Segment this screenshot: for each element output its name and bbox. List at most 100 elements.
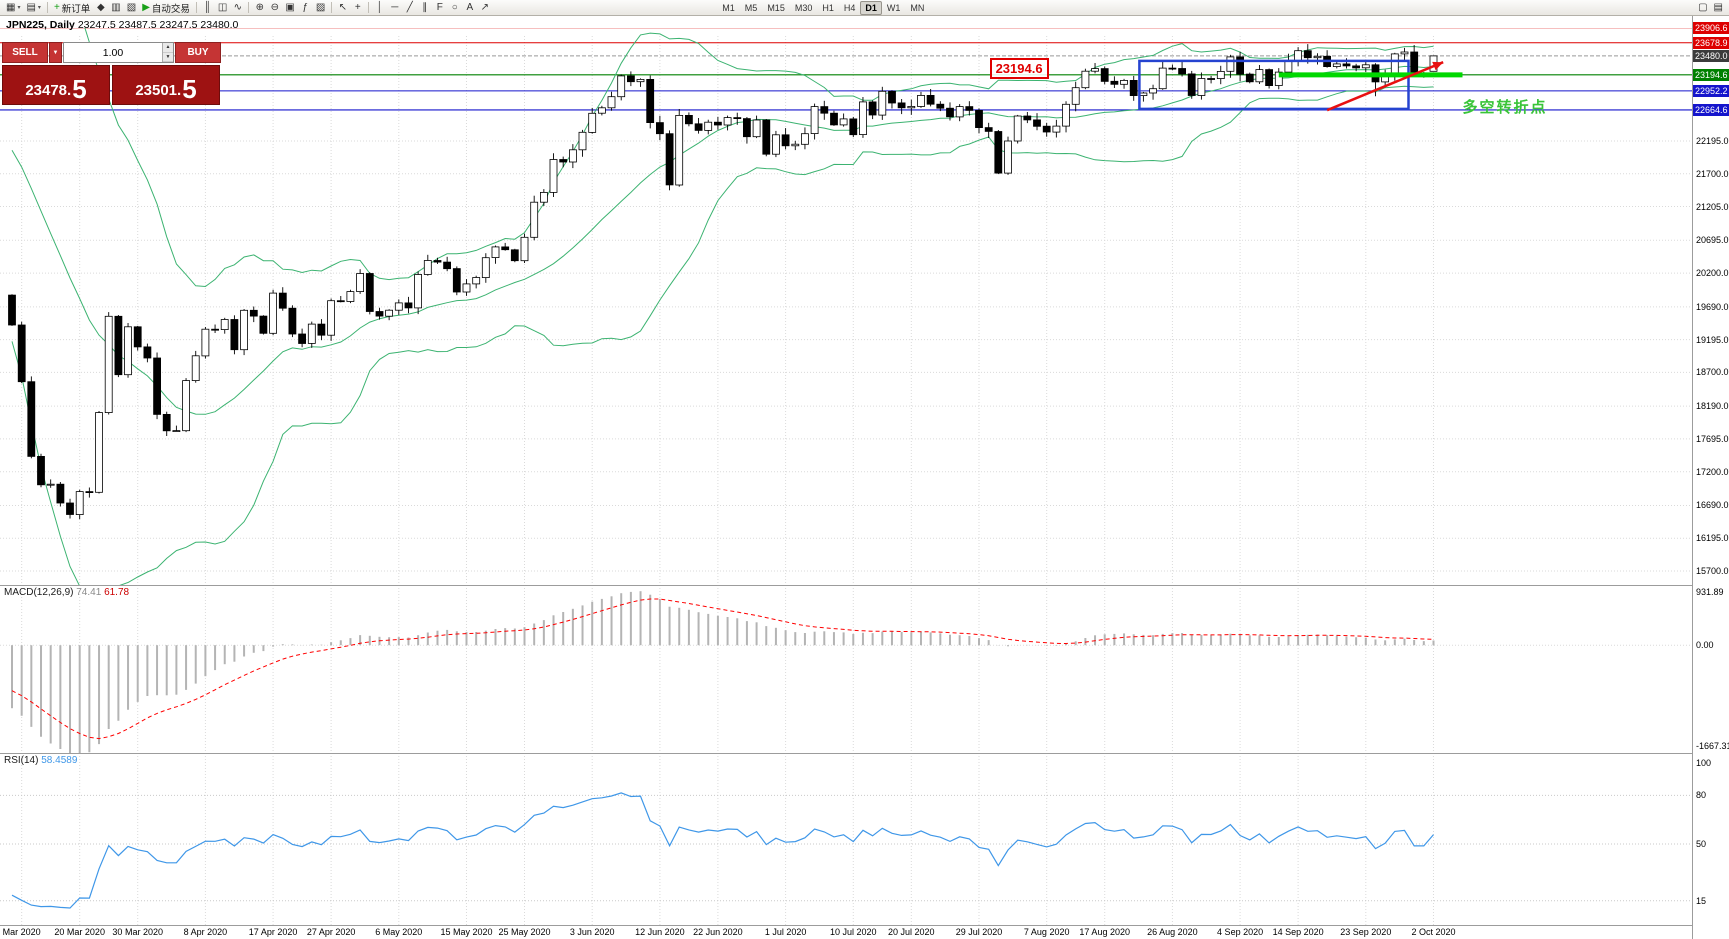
timeframe-d1-button[interactable]: D1 (860, 0, 882, 15)
expert-advisors-icon[interactable]: ◆ (93, 1, 108, 15)
price-line-tag: 23906.6 (1693, 21, 1729, 34)
timeframe-h1-button[interactable]: H1 (822, 2, 834, 13)
chart-canvas[interactable] (0, 16, 1729, 939)
price-line-tag: 22952.2 (1693, 84, 1729, 97)
new-order-button[interactable]: + 新订单 (51, 1, 93, 15)
window-menu-icon[interactable]: ▤ (1711, 1, 1726, 15)
date-axis-label: Mar 2020 (2, 927, 41, 937)
timeframe-mn-button[interactable]: MN (910, 2, 925, 13)
date-axis-label: 25 May 2020 (498, 927, 551, 937)
date-axis-label: 14 Sep 2020 (1272, 927, 1324, 937)
date-axis-label: 2 Oct 2020 (1411, 927, 1456, 937)
autotrading-button[interactable]: ▶ 自动交易 (139, 1, 193, 15)
sell-button[interactable]: SELL (2, 42, 48, 63)
vertical-line-icon[interactable]: │ (372, 1, 387, 15)
cursor-icon[interactable]: ↖ (335, 1, 350, 15)
timeframe-m15-button[interactable]: M15 (767, 2, 785, 13)
new-chart-icon-glyph: ▦ (6, 1, 16, 13)
date-axis-label: 7 Aug 2020 (1023, 927, 1070, 937)
sell-price-display[interactable]: 23478. 5 (2, 65, 110, 105)
date-axis-label: 8 Apr 2020 (183, 927, 228, 937)
new-order-button-label: 新订单 (61, 3, 91, 15)
price-axis-label: 21205.0 (1696, 201, 1729, 212)
shapes-icon-glyph: ○ (451, 1, 458, 13)
zoom-in-icon[interactable]: ⊕ (252, 1, 267, 15)
new-chart-icon-caret: ▾ (17, 5, 21, 11)
profiles-icon[interactable]: ▤ ▾ (23, 1, 43, 15)
fibonacci-icon[interactable]: F (432, 1, 447, 15)
volume-down-button[interactable]: ▼ (163, 52, 173, 62)
volume-up-button[interactable]: ▲ (163, 43, 173, 53)
window-restore-icon[interactable]: ▢ (1695, 1, 1710, 15)
date-axis-label: 20 Mar 2020 (54, 927, 105, 937)
order-type-dropdown[interactable]: ▼ (49, 42, 62, 63)
new-order-button-glyph: + (53, 1, 60, 13)
buy-price-big-digit: 5 (182, 73, 197, 104)
line-chart-icon[interactable]: ∿ (230, 1, 245, 15)
timeframe-buttons: M1 M5 M15 M30 H1 H4 D1 W1 MN (717, 0, 929, 15)
timeframe-m5-button[interactable]: M5 (744, 2, 758, 13)
shapes-icon[interactable]: ○ (447, 1, 462, 15)
rsi-name: RSI(14) (4, 755, 39, 766)
volume-input[interactable] (64, 43, 162, 62)
trendline-icon-glyph: ╱ (406, 1, 413, 13)
volume-stepper: ▲ ▼ (162, 43, 173, 62)
crosshair-icon[interactable]: + (350, 1, 365, 15)
price-axis-label: 15700.0 (1696, 566, 1729, 576)
horizontal-line-icon[interactable]: ─ (387, 1, 402, 15)
buy-price-main: 23501. (135, 82, 182, 99)
price-callout-annotation[interactable]: 23194.6 (989, 57, 1049, 79)
tile-windows-icon[interactable]: ▣ (282, 1, 297, 15)
macd-indicator-label: MACD(12,26,9) 74.41 61.78 (4, 587, 129, 598)
navigator-icon[interactable]: ▧ (124, 1, 139, 15)
date-axis-label: 15 May 2020 (440, 927, 493, 937)
buy-price-display[interactable]: 23501. 5 (112, 65, 220, 105)
bar-chart-icon-glyph: ║ (203, 1, 211, 13)
window-restore-icon-glyph: ▢ (1698, 1, 1708, 13)
price-axis-label: 18190.0 (1696, 401, 1729, 412)
timeframe-w1-button[interactable]: W1 (886, 2, 901, 13)
window-menu-icon-glyph: ▤ (1713, 1, 1723, 13)
zoom-out-icon[interactable]: ⊖ (267, 1, 282, 15)
templates-icon[interactable]: ▨ (313, 1, 328, 15)
toolbar-separator (368, 2, 370, 13)
ohlc-readout: 23247.5 23487.5 23247.5 23480.0 (77, 19, 239, 31)
autotrading-button-label: 自动交易 (151, 3, 190, 15)
text-icon-glyph: A (466, 1, 474, 13)
crosshair-icon-glyph: + (354, 1, 361, 13)
arrow-objects-icon-glyph: ↗ (480, 1, 489, 13)
chinese-note-annotation[interactable]: 多空转折点 (1462, 99, 1548, 117)
price-axis-label: 17695.0 (1696, 433, 1729, 444)
zoom-out-icon-glyph: ⊖ (270, 1, 280, 13)
date-axis-label: 3 Jun 2020 (569, 927, 615, 937)
market-watch-icon-glyph: ▥ (111, 1, 121, 13)
templates-icon-glyph: ▨ (315, 1, 326, 13)
chart-title: JPN225, Daily 23247.5 23487.5 23247.5 23… (6, 19, 238, 31)
toolbar-separator (331, 2, 333, 13)
buy-button[interactable]: BUY (175, 42, 221, 63)
fibonacci-icon-glyph: F (436, 1, 443, 13)
tile-windows-icon-glyph: ▣ (285, 1, 295, 13)
text-icon[interactable]: A (462, 1, 477, 15)
rsi-scale-label: 15 (1696, 895, 1707, 906)
new-chart-icon[interactable]: ▦ ▾ (3, 1, 23, 15)
price-axis-label: 17200.0 (1696, 466, 1729, 477)
channel-icon-glyph: ∥ (422, 1, 428, 13)
timeframe-m1-button[interactable]: M1 (722, 2, 735, 13)
toolbar-separator (195, 2, 197, 13)
price-axis-label: 22195.0 (1696, 136, 1729, 146)
price-axis[interactable]: 22195.0 21700.0 21205.0 20695.0 20200.0 19690… (1693, 16, 1729, 939)
timeframe-h4-button[interactable]: H4 (843, 2, 856, 13)
trendline-icon[interactable]: ╱ (402, 1, 417, 15)
date-axis-label: 6 May 2020 (375, 927, 423, 937)
channel-icon[interactable]: ∥ (417, 1, 432, 15)
line-chart-icon-glyph: ∿ (233, 1, 243, 13)
bar-chart-icon[interactable]: ║ (200, 1, 215, 15)
vertical-line-icon-glyph: │ (376, 1, 383, 13)
arrow-objects-icon[interactable]: ↗ (477, 1, 492, 15)
volume-field: ▲ ▼ (63, 42, 174, 63)
market-watch-icon[interactable]: ▥ (108, 1, 123, 15)
indicators-icon[interactable]: ƒ (298, 1, 313, 15)
timeframe-m30-button[interactable]: M30 (794, 2, 813, 13)
candlestick-chart-icon[interactable]: ◫ (215, 1, 230, 15)
